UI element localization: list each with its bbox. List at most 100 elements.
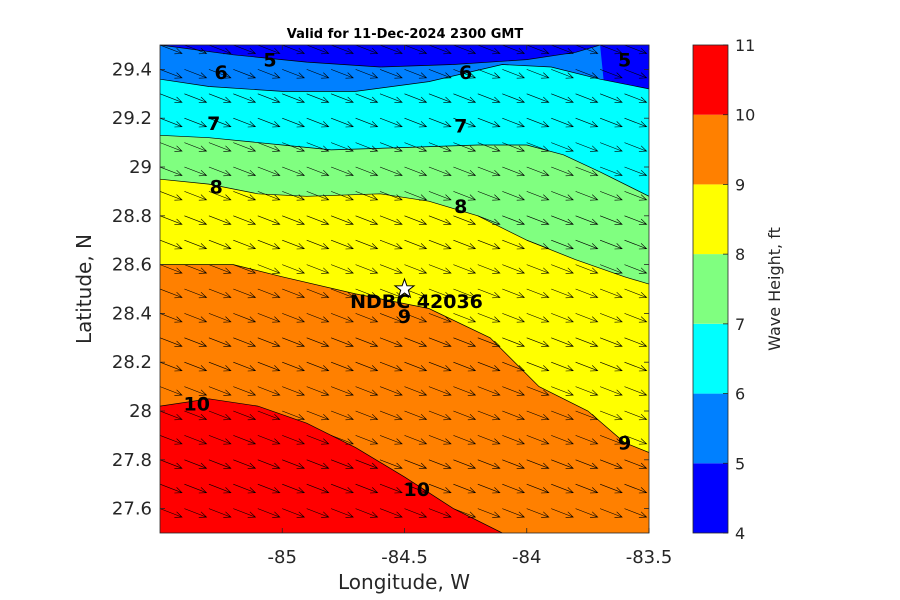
wind-vector <box>599 386 623 396</box>
wind-vector <box>502 337 526 347</box>
wind-vector <box>330 69 354 79</box>
wind-vector <box>502 313 526 323</box>
wind-vector <box>575 117 599 128</box>
wind-vector <box>428 361 452 372</box>
wind-vector <box>624 361 648 372</box>
wind-vector <box>428 264 452 274</box>
wind-vector <box>208 508 232 518</box>
wind-vector <box>477 69 501 79</box>
wind-vector <box>404 386 428 396</box>
wind-vector <box>428 288 452 299</box>
wind-vector <box>330 361 354 372</box>
wind-vector <box>453 313 477 323</box>
wind-vector <box>624 166 648 177</box>
wind-vector <box>257 337 281 347</box>
wind-vector <box>306 459 330 469</box>
wind-vector <box>160 483 183 494</box>
wind-vector <box>599 117 623 128</box>
wind-vector <box>599 313 623 323</box>
wind-vector <box>282 410 306 421</box>
wind-vector <box>404 45 428 55</box>
colorbar-segment <box>693 393 728 464</box>
wind-vector <box>379 459 403 469</box>
wind-vector <box>477 215 501 225</box>
wind-vector <box>160 337 183 347</box>
wind-vector <box>428 93 452 103</box>
y-tick-label: 28.8 <box>112 206 152 227</box>
y-tick-label: 28.6 <box>112 255 152 276</box>
wind-vector <box>453 117 477 128</box>
wind-vector <box>306 215 330 225</box>
wind-vector <box>282 459 306 469</box>
wind-vector <box>624 93 648 103</box>
wind-vector <box>257 69 281 79</box>
wind-vector <box>160 435 183 445</box>
wind-vector <box>306 117 330 128</box>
wind-vector <box>526 264 550 274</box>
y-axis-ticks: 27.6 27.8 28 28.2 28.4 28.6 28.8 29 29.2 29.4 <box>112 59 649 520</box>
wind-vector <box>233 435 257 445</box>
wind-vector <box>184 117 208 128</box>
wind-vector <box>575 215 599 225</box>
wind-vector <box>330 483 354 494</box>
wind-vector <box>551 166 574 177</box>
wind-vector <box>477 191 501 201</box>
station-star-icon <box>393 277 416 299</box>
wind-vector <box>526 508 550 518</box>
wind-vector <box>551 117 574 128</box>
wind-vector <box>208 264 232 274</box>
wind-vector <box>477 459 501 469</box>
wind-vector <box>233 69 257 79</box>
colorbar-tick-label: 11 <box>735 36 755 55</box>
wind-vector <box>599 191 623 201</box>
wind-vector <box>257 142 281 152</box>
wind-vector <box>477 264 501 274</box>
wind-vector <box>233 142 257 152</box>
x-tick-label: -84.5 <box>381 547 428 568</box>
wind-vector <box>257 45 281 55</box>
wind-vector <box>575 337 599 347</box>
contour-line-7 <box>160 134 649 197</box>
wind-vector <box>233 215 257 225</box>
wind-vector <box>233 410 257 421</box>
wind-vector <box>208 313 232 323</box>
wind-vector <box>453 239 477 250</box>
wind-vector <box>624 337 648 347</box>
contour-label: 8 <box>210 177 223 199</box>
wind-vector <box>379 435 403 445</box>
wind-vector <box>257 459 281 469</box>
wind-vector <box>599 166 623 177</box>
colorbar-frame <box>692 44 729 534</box>
wind-vector <box>624 459 648 469</box>
wind-vector <box>526 435 550 445</box>
wind-vector <box>624 288 648 299</box>
station-label: NDBC 42036 <box>350 291 483 313</box>
wind-vector <box>330 142 354 152</box>
wind-vector <box>257 239 281 250</box>
colorbar-title: Wave Height, ft <box>765 227 784 351</box>
wind-vector <box>160 142 183 152</box>
wind-vector <box>282 215 306 225</box>
wind-vector <box>502 361 526 372</box>
wind-vector <box>502 386 526 396</box>
wind-vector <box>330 410 354 421</box>
wind-vector <box>208 93 232 103</box>
wind-vector <box>184 215 208 225</box>
wind-vector <box>330 117 354 128</box>
wind-vector <box>575 508 599 518</box>
wind-vector <box>526 93 550 103</box>
wind-vector <box>184 361 208 372</box>
wind-vector <box>160 191 183 201</box>
wind-vector <box>624 117 648 128</box>
wind-vector <box>477 410 501 421</box>
wind-vector <box>453 191 477 201</box>
wind-vector <box>330 459 354 469</box>
wind-vector <box>551 410 574 421</box>
wind-vector <box>306 166 330 177</box>
wind-vector <box>160 117 183 128</box>
wind-vector <box>306 313 330 323</box>
contour-label: 6 <box>214 62 227 84</box>
wind-vector <box>282 117 306 128</box>
x-axis-title: Longitude, W <box>338 570 470 594</box>
wind-vector <box>306 337 330 347</box>
